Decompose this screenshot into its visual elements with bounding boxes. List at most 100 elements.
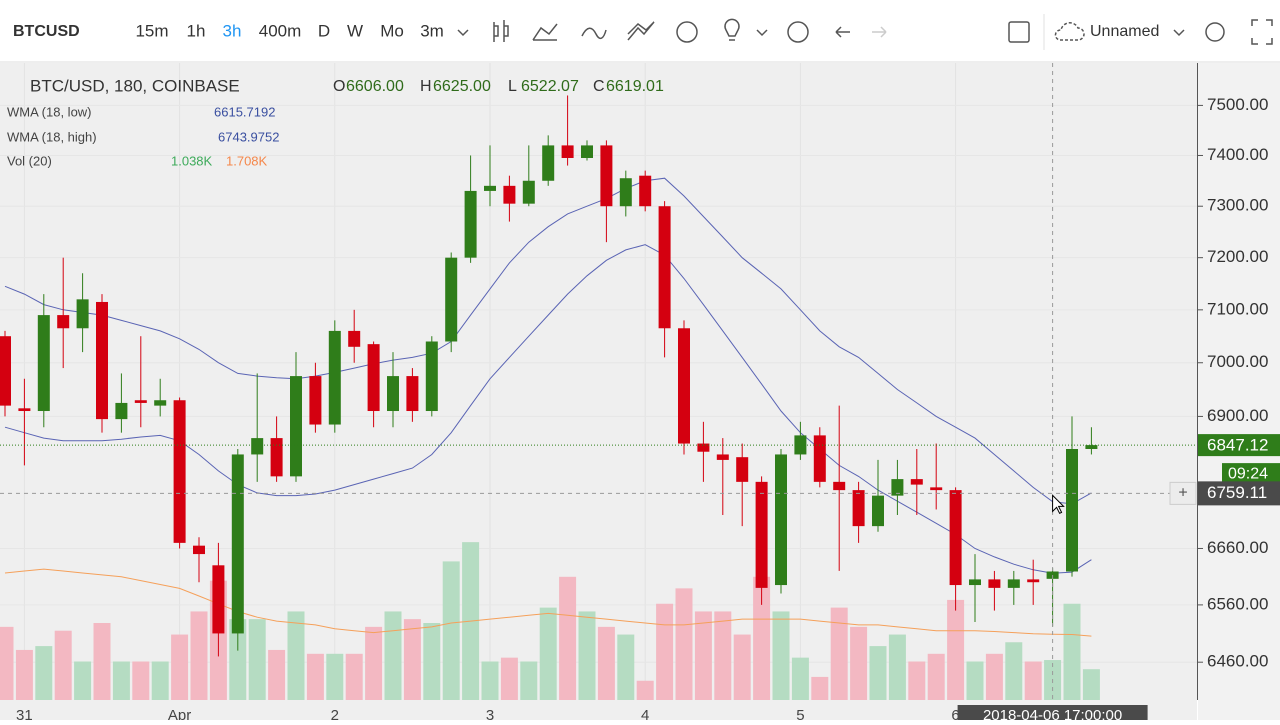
candle-body [18,408,31,412]
volume-bar [694,611,712,700]
volume-bar [442,561,460,700]
ohlc-value: 6625.00 [433,78,491,95]
ideas-icon[interactable] [724,18,740,41]
ohlc-key: L [508,78,517,95]
fullscreen-icon[interactable] [1008,21,1030,43]
volume-bar [1005,642,1023,700]
volume-bar [656,603,674,700]
x-tick-label: 31 [16,707,33,720]
compare-icon[interactable] [581,27,607,40]
interval-button[interactable]: 3m [420,21,444,40]
candle-body [872,495,884,527]
candle-body [736,457,749,482]
volume-bar [985,653,1003,700]
price-axis [1198,63,1280,720]
plot [0,63,1197,700]
interval-button[interactable]: 3h [223,21,242,40]
candle-body [775,454,787,586]
study-value: 6615.7192 [214,104,275,119]
candle-body [930,487,943,491]
crosshair-time-label: 2018-04-06 17:00:00 [983,707,1122,720]
alert-icon[interactable] [676,21,698,43]
volume-bar [403,619,421,700]
redo-icon[interactable] [872,26,887,38]
settings-icon[interactable] [1205,22,1225,42]
chart-type-icon[interactable] [493,20,509,42]
dropdown-icon[interactable] [1173,29,1185,37]
templates-icon[interactable] [627,21,655,41]
candle-body [833,481,846,491]
dropdown-icon[interactable] [457,29,469,37]
volume-bar [365,626,383,700]
interval-button[interactable]: 1h [187,21,206,40]
chart-area [0,63,1197,720]
y-tick-label: 7300.00 [1207,196,1268,215]
candle-body [387,376,399,412]
volume-bar [384,611,402,700]
candle-body [464,190,477,258]
candle-body [134,400,147,403]
candle-body [57,315,70,329]
x-tick-label: 3 [486,707,494,720]
interval-button[interactable]: 15m [135,21,168,40]
volume-bar [287,611,305,700]
expand-icon[interactable] [1251,19,1273,45]
dropdown-icon[interactable] [756,29,768,37]
candle-body [367,344,380,412]
candle-body [988,579,1001,588]
volume-bar [966,661,984,700]
candle-body [619,178,632,207]
volume-bar [539,607,557,700]
candle-body [1085,445,1098,449]
interval-button[interactable]: 400m [259,21,302,40]
volume-bar [35,646,53,700]
volume-bar [171,634,189,700]
volume-bar [248,619,266,700]
volume-bar [54,630,72,700]
candle-body [445,257,458,342]
crosshair-plus-box[interactable] [1169,481,1197,505]
volume-bar [93,623,111,700]
volume-bar [151,661,169,700]
x-tick-label: 4 [641,707,649,720]
volume-bar [888,634,906,700]
ohlc-value: 6619.01 [606,78,664,95]
cloud-icon[interactable] [1054,22,1085,41]
candle-body [212,565,225,634]
study-name: Vol (20) [7,153,52,168]
volume-bar [112,661,130,700]
layout-name[interactable]: Unnamed [1090,23,1159,40]
crosshair-price-label: 6759.11 [1207,483,1267,502]
symbol[interactable]: BTCUSD [13,23,80,40]
interval-button[interactable]: W [347,21,363,40]
volume-bar [481,661,499,700]
wma-line [4,177,1092,505]
replay-icon[interactable] [787,21,809,43]
x-tick-label: 2 [331,707,339,720]
candle-body [290,376,302,477]
undo-icon[interactable] [835,26,850,38]
interval-button[interactable]: D [318,21,330,40]
study-value: 1.708K [226,153,268,168]
study-value: 6743.9752 [218,129,279,144]
y-tick-label: 7100.00 [1207,299,1268,318]
volume-bar [15,649,33,700]
indicators-icon[interactable] [532,23,558,41]
countdown-box [1222,463,1280,485]
volume-bar [229,619,247,700]
volume-ma-line [4,568,1092,637]
volume-bar [830,607,848,700]
volume-bar [423,623,441,700]
volume-bar [850,626,868,700]
interval-button[interactable]: Mo [380,21,404,40]
volume-bar [714,611,732,700]
candle-body [173,400,186,543]
volume-bar [132,661,150,700]
candle-body [678,328,690,444]
candle-body [96,301,108,420]
volume-bar [1024,661,1042,700]
y-tick-label: 7000.00 [1207,352,1268,371]
study-name: WMA (18, high) [7,129,97,144]
